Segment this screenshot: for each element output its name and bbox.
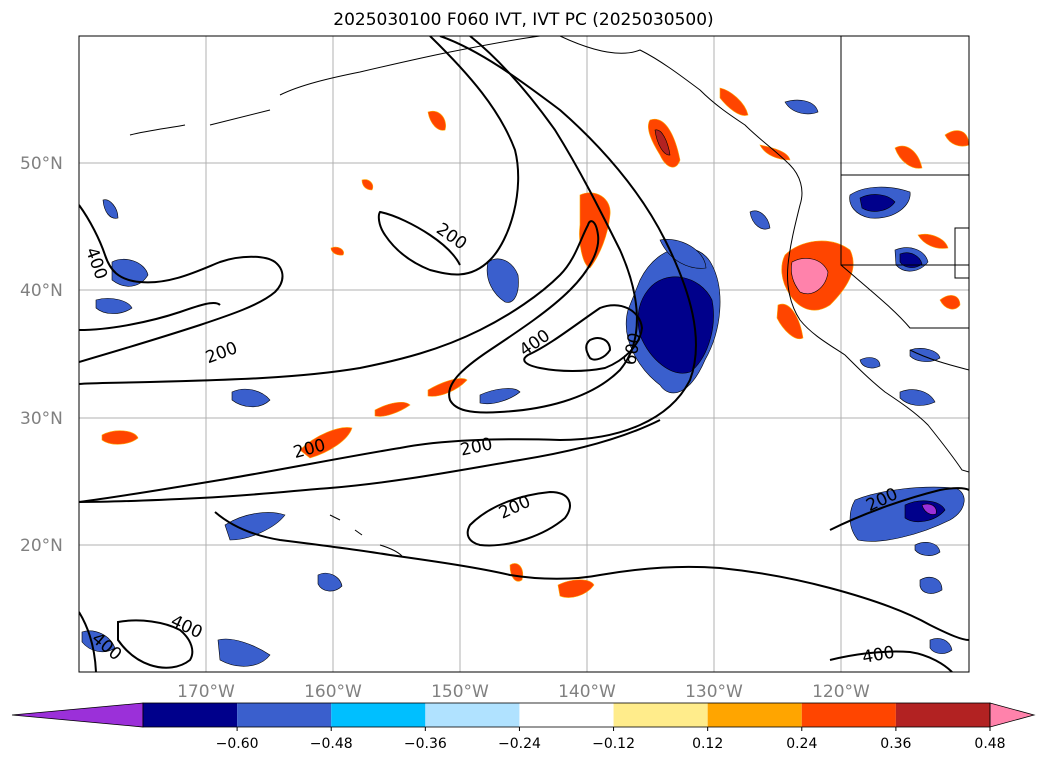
colorbar-segment [425, 703, 520, 727]
map-title: 2025030100 F060 IVT, IVT PC (2025030500) [333, 10, 714, 30]
colorbar-tick-label: −0.12 [592, 736, 635, 752]
lat-label: 40°N [20, 281, 63, 301]
colorbar-segment [237, 703, 332, 727]
lon-label: 160°W [304, 682, 362, 702]
colorbar-segment [143, 703, 238, 727]
colorbar-segment [895, 703, 990, 727]
colorbar-tick-label: 0.24 [786, 736, 817, 752]
ivt-pc-filled-contours [81, 87, 969, 667]
colorbar-segment [707, 703, 802, 727]
lon-label: 150°W [431, 682, 489, 702]
lat-label: 20°N [20, 536, 63, 556]
colorbar-segment [331, 703, 426, 727]
colorbar: −0.60 −0.48 −0.36 −0.24 −0.12 0.12 0.24 0.36 0.4… [11, 702, 1036, 752]
colorbar-segment [613, 703, 708, 727]
coastlines [129, 36, 969, 557]
colorbar-tick-label: −0.60 [216, 736, 259, 752]
lat-labels: 50°N 40°N 30°N 20°N [20, 154, 63, 556]
colorbar-tick-label: 0.12 [692, 736, 723, 752]
lat-label: 30°N [20, 409, 63, 429]
plot-area [79, 36, 969, 672]
lon-label: 120°W [812, 682, 870, 702]
colorbar-outline [142, 702, 991, 728]
lon-label: 170°W [177, 682, 235, 702]
colorbar-segment [989, 702, 1036, 728]
colorbar-tick-label: 0.48 [974, 736, 1005, 752]
lon-labels: 170°W 160°W 150°W 140°W 130°W 120°W [177, 682, 870, 702]
ivt-contours [79, 36, 969, 672]
colorbar-tick-label: −0.48 [310, 736, 353, 752]
colorbar-segment [801, 703, 896, 727]
colorbar-tick-label: 0.36 [880, 736, 911, 752]
lat-label: 50°N [20, 154, 63, 174]
plot-frame [78, 35, 970, 673]
colorbar-segment [11, 702, 144, 728]
colorbar-segment [519, 703, 614, 727]
lon-label: 140°W [558, 682, 616, 702]
colorbar-tick-label: −0.36 [404, 736, 447, 752]
colorbar-tick-label: −0.24 [498, 736, 541, 752]
lon-label: 130°W [685, 682, 743, 702]
